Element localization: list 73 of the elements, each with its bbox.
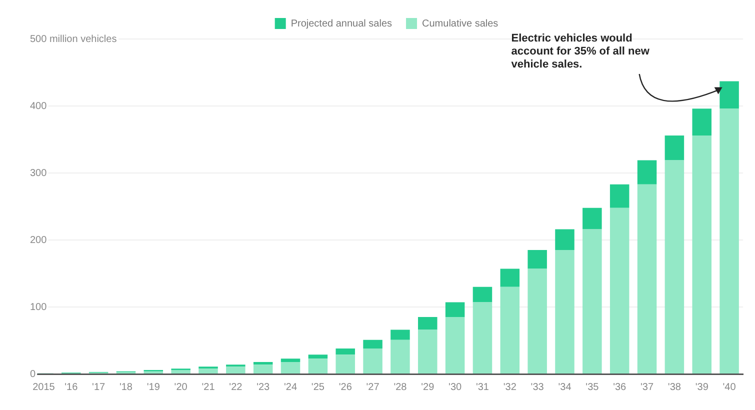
x-tick-label: '20 — [174, 382, 188, 393]
x-tick-label: '17 — [92, 382, 106, 393]
x-tick-label: '22 — [229, 382, 243, 393]
x-tick-label: '27 — [366, 382, 380, 393]
bar — [692, 135, 712, 374]
bar — [336, 354, 355, 374]
bar — [363, 348, 382, 374]
x-tick-label: '36 — [613, 382, 627, 393]
x-tick-label: '18 — [119, 382, 133, 393]
bar — [336, 348, 355, 355]
x-tick-label: 2015 — [32, 382, 56, 393]
x-tick-label: '40 — [722, 382, 736, 393]
bar — [692, 108, 712, 136]
x-tick-label: '32 — [503, 382, 517, 393]
y-tick-label: 100 — [30, 302, 48, 313]
bar — [637, 160, 657, 184]
bar — [720, 81, 739, 109]
bar — [637, 184, 657, 374]
legend-label: Projected annual sales — [290, 18, 392, 30]
bar — [226, 366, 246, 374]
bar — [445, 317, 465, 374]
bar — [280, 362, 300, 374]
bar — [664, 135, 684, 160]
bar — [720, 108, 739, 374]
bar — [390, 340, 410, 374]
x-tick-label: '25 — [311, 382, 325, 393]
bar — [610, 208, 630, 374]
bar — [472, 302, 492, 374]
x-tick-label: '23 — [256, 382, 270, 393]
x-tick-label: '34 — [558, 382, 572, 393]
bar — [418, 330, 438, 374]
bar — [555, 250, 574, 374]
annotation: Electric vehicles would account for 35% of all new vehicle sales. — [511, 32, 650, 71]
x-tick-label: '31 — [476, 382, 490, 393]
x-tick-label: '38 — [668, 382, 682, 393]
x-tick-label: '33 — [530, 382, 544, 393]
bar — [171, 370, 190, 374]
bar — [528, 250, 547, 269]
y-tick-label: 300 — [30, 168, 48, 179]
x-tick-label: '16 — [64, 382, 78, 393]
x-tick-label: '24 — [284, 382, 298, 393]
bar — [253, 362, 273, 365]
bar — [472, 286, 492, 302]
bar — [582, 208, 602, 230]
bar — [610, 184, 630, 208]
x-tick-label: '39 — [695, 382, 709, 393]
bar — [390, 330, 410, 340]
x-tick-label: '21 — [202, 382, 216, 393]
bar — [555, 229, 574, 250]
bar — [528, 268, 547, 374]
bar — [363, 340, 382, 349]
x-tick-label: '28 — [394, 382, 408, 393]
bar — [308, 358, 328, 374]
x-tick-label: '37 — [640, 382, 654, 393]
x-tick-label: '30 — [448, 382, 462, 393]
bar — [308, 354, 328, 359]
bar — [445, 302, 465, 318]
bar — [500, 286, 520, 374]
bar — [582, 229, 602, 374]
legend-label: Cumulative sales — [422, 18, 498, 30]
x-tick-label: '19 — [146, 382, 160, 393]
bar — [418, 317, 438, 330]
bar — [500, 268, 520, 287]
x-tick-label: '26 — [338, 382, 352, 393]
bar — [280, 358, 300, 362]
bar — [253, 364, 273, 374]
y-tick-label: 500 million vehicles — [30, 34, 117, 45]
y-tick-label: 200 — [30, 234, 48, 246]
bar — [664, 160, 684, 374]
x-tick-label: '29 — [421, 382, 435, 393]
bar — [198, 368, 218, 374]
x-tick-label: '35 — [586, 382, 600, 393]
y-tick-label: 400 — [30, 100, 48, 112]
